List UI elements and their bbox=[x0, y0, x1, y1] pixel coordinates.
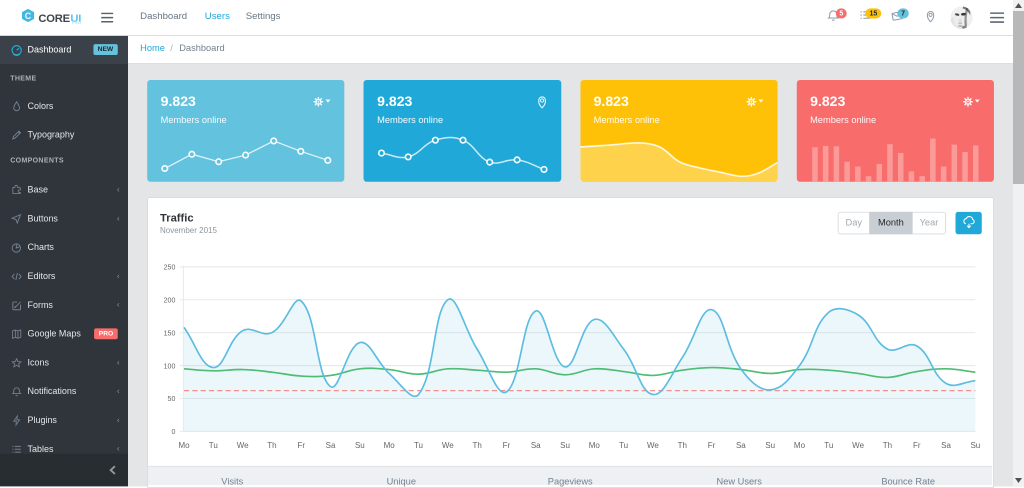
svg-text:Sa: Sa bbox=[736, 441, 746, 450]
svg-text:Tu: Tu bbox=[824, 441, 833, 450]
svg-text:We: We bbox=[852, 441, 864, 450]
svg-text:Fr: Fr bbox=[297, 441, 305, 450]
svg-text:We: We bbox=[237, 441, 249, 450]
svg-text:Th: Th bbox=[267, 441, 276, 450]
svg-text:Tu: Tu bbox=[414, 441, 423, 450]
svg-text:150: 150 bbox=[164, 330, 176, 337]
svg-text:Fr: Fr bbox=[708, 441, 716, 450]
svg-text:Sa: Sa bbox=[326, 441, 336, 450]
svg-text:Mo: Mo bbox=[794, 441, 806, 450]
svg-text:We: We bbox=[647, 441, 659, 450]
svg-text:Fr: Fr bbox=[913, 441, 921, 450]
svg-text:Th: Th bbox=[678, 441, 687, 450]
svg-text:Tu: Tu bbox=[619, 441, 628, 450]
svg-text:Sa: Sa bbox=[941, 441, 951, 450]
svg-text:Mo: Mo bbox=[384, 441, 396, 450]
svg-text:Mo: Mo bbox=[178, 441, 190, 450]
svg-text:Mo: Mo bbox=[589, 441, 601, 450]
svg-text:Fr: Fr bbox=[503, 441, 511, 450]
svg-text:50: 50 bbox=[168, 396, 176, 403]
svg-text:250: 250 bbox=[164, 265, 176, 272]
svg-text:PRO: PRO bbox=[72, 20, 82, 25]
svg-text:We: We bbox=[442, 441, 454, 450]
svg-text:Th: Th bbox=[883, 441, 892, 450]
svg-text:Th: Th bbox=[472, 441, 481, 450]
svg-text:Sa: Sa bbox=[531, 441, 541, 450]
svg-text:200: 200 bbox=[164, 297, 176, 304]
svg-text:CORE: CORE bbox=[38, 13, 70, 25]
svg-text:UI: UI bbox=[70, 13, 81, 25]
svg-text:Su: Su bbox=[560, 441, 570, 450]
svg-text:Su: Su bbox=[355, 441, 365, 450]
svg-text:Su: Su bbox=[765, 441, 775, 450]
svg-text:100: 100 bbox=[164, 363, 176, 370]
svg-text:Su: Su bbox=[970, 441, 980, 450]
svg-text:C: C bbox=[25, 11, 32, 21]
svg-text:Tu: Tu bbox=[209, 441, 218, 450]
svg-text:0: 0 bbox=[171, 429, 175, 436]
